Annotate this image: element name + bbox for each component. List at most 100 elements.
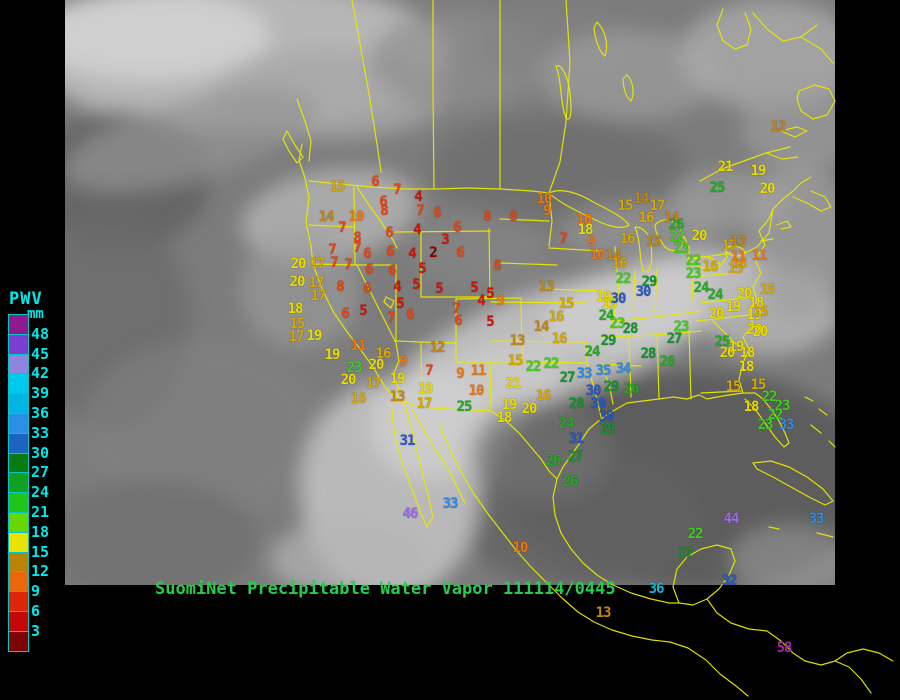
station-value: 4	[413, 222, 422, 238]
pwv-legend: PWV mm 48 45 42 39 36 33 30 27 24 21 18 15 12 9 6 3	[0, 0, 65, 700]
station-value: 23	[673, 319, 690, 335]
station-value: 31	[399, 433, 416, 449]
legend-label: 45	[31, 344, 50, 363]
station-value: 16	[548, 309, 565, 325]
station-value: 17	[416, 396, 433, 412]
legend-swatch	[8, 571, 29, 593]
station-value: 7	[338, 220, 347, 236]
station-value: 23	[609, 316, 626, 332]
station-value: 6	[388, 263, 397, 279]
station-value: 6	[385, 225, 394, 241]
station-value: 26	[562, 474, 579, 490]
station-value: 6	[341, 306, 350, 322]
station-value: 30	[590, 396, 607, 412]
station-value: 11	[730, 249, 747, 265]
station-value: 13	[595, 605, 612, 621]
station-value: 6	[363, 246, 372, 262]
station-value: 26	[545, 453, 562, 469]
legend-swatch	[8, 314, 29, 335]
station-value: 5	[412, 277, 421, 293]
station-value: 6	[456, 245, 465, 261]
station-value: 22	[525, 359, 542, 375]
station-value: 26	[623, 381, 640, 397]
station-value: 20	[752, 324, 769, 340]
station-value: 5	[396, 296, 405, 312]
station-value: 10	[348, 209, 365, 225]
legend-label: 30	[31, 443, 50, 462]
station-value: 8	[336, 279, 345, 295]
station-value: 35	[595, 363, 612, 379]
station-value: 18	[496, 410, 513, 426]
station-value: 20	[736, 286, 753, 302]
station-value: 20	[289, 274, 306, 290]
station-value: 10	[512, 540, 529, 556]
station-value: 30	[598, 409, 615, 425]
station-value: 15	[507, 353, 524, 369]
map-boundaries	[282, 0, 894, 697]
station-value: 30	[610, 291, 627, 307]
station-value: 34	[615, 361, 632, 377]
station-value: 4	[393, 279, 402, 295]
station-value: 13	[509, 333, 526, 349]
legend-label: 39	[31, 384, 50, 403]
station-value: 2	[429, 245, 438, 261]
station-value: 8	[353, 230, 362, 246]
station-value: 58	[776, 640, 793, 656]
station-value: 17	[309, 256, 326, 272]
station-value: 33	[778, 417, 795, 433]
station-value: 21	[717, 159, 734, 175]
station-value: 7	[328, 242, 337, 258]
station-value: 22	[543, 356, 560, 372]
station-value: 10	[589, 247, 606, 263]
station-value: 5	[486, 286, 495, 302]
station-value: 28	[640, 346, 657, 362]
station-value: 19	[306, 328, 323, 344]
station-value: 23	[673, 241, 690, 257]
station-value: 5	[418, 261, 427, 277]
station-value: 19	[324, 347, 341, 363]
station-value: 14	[663, 210, 680, 226]
station-value: 23	[774, 398, 791, 414]
station-value: 30	[585, 383, 602, 399]
station-value: 4	[414, 189, 423, 205]
legend-swatch	[8, 591, 29, 612]
station-value: 22	[687, 526, 704, 542]
station-value: 15	[727, 261, 744, 277]
station-value: 5	[359, 303, 368, 319]
station-value: 16	[350, 391, 367, 407]
legend-title: PWV	[9, 289, 43, 309]
station-value: 15	[289, 316, 306, 332]
station-value: 20	[521, 401, 538, 417]
station-value: 19	[501, 397, 518, 413]
station-value: 14	[633, 191, 650, 207]
legend-swatch	[8, 333, 29, 355]
legend-label: 42	[31, 364, 50, 383]
station-value: 4	[477, 293, 486, 309]
station-value: 16	[702, 259, 719, 275]
station-value: 9	[496, 293, 505, 309]
station-value: 13	[389, 389, 406, 405]
station-value: 8	[483, 209, 492, 225]
station-value: 6	[386, 244, 395, 260]
station-value: 13	[730, 234, 747, 250]
legend-label: 9	[31, 582, 41, 601]
station-value: 24	[693, 280, 710, 296]
station-value: 7	[452, 301, 461, 317]
station-value: 15	[725, 379, 742, 395]
station-value: 6	[406, 307, 415, 323]
station-value: 13	[645, 234, 662, 250]
station-value: 6	[363, 281, 372, 297]
station-value: 20	[290, 256, 307, 272]
image-title: SuomiNet Precipitable Water Vapor	[155, 579, 493, 599]
station-value: 6	[433, 205, 442, 221]
legend-label: 6	[31, 602, 41, 620]
legend-swatch	[8, 413, 29, 434]
station-value: 16	[375, 346, 392, 362]
legend-label: 33	[31, 423, 50, 442]
legend-swatch	[8, 393, 29, 414]
station-value: 20	[368, 357, 385, 373]
legend-swatch	[8, 611, 29, 632]
station-value: 24	[598, 308, 615, 324]
station-value: 17	[721, 238, 738, 254]
